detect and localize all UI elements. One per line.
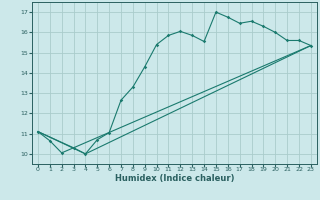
X-axis label: Humidex (Indice chaleur): Humidex (Indice chaleur) <box>115 174 234 183</box>
